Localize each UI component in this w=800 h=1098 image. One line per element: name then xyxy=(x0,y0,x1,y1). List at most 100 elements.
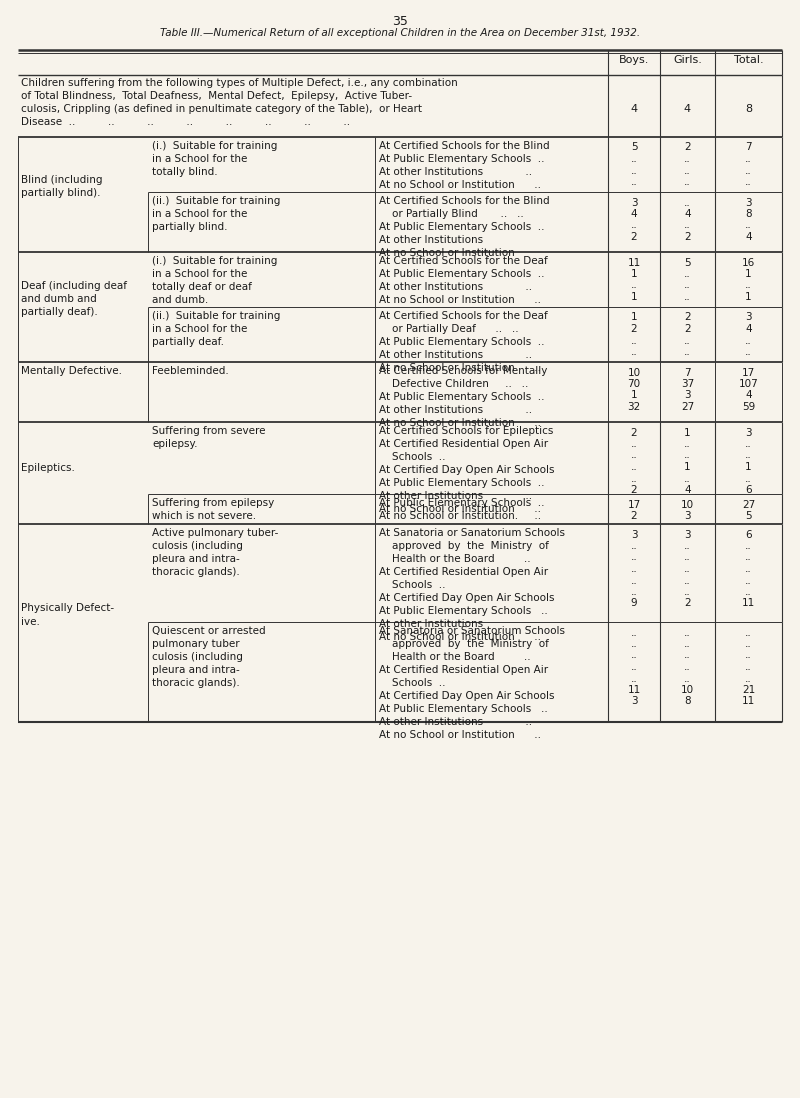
Text: At Certified Schools for the Blind
At Public Elementary Schools  ..
At other Ins: At Certified Schools for the Blind At Pu… xyxy=(379,141,550,190)
Text: ..: .. xyxy=(630,166,638,176)
Text: ..: .. xyxy=(745,541,752,551)
Text: Children suffering from the following types of Multiple Defect, ⁠⁠⁠⁠i.e., any co: Children suffering from the following ty… xyxy=(21,78,458,127)
Text: 8: 8 xyxy=(684,696,691,706)
Text: 4: 4 xyxy=(745,324,752,334)
Text: ..: .. xyxy=(745,347,752,357)
Text: 2: 2 xyxy=(630,511,638,520)
Text: (i.)  Suitable for training
in a School for the
totally blind.: (i.) Suitable for training in a School f… xyxy=(152,141,278,177)
Text: 10: 10 xyxy=(681,685,694,695)
Text: At Certified Schools for the Deaf
    or Partially Deaf      ..   ..
At Public E: At Certified Schools for the Deaf or Par… xyxy=(379,311,548,373)
Text: 3: 3 xyxy=(745,313,752,323)
Text: ..: .. xyxy=(745,450,752,460)
Text: At Sanatoria or Sanatorium Schools
    approved  by  the  Ministry  of
    Healt: At Sanatoria or Sanatorium Schools appro… xyxy=(379,626,565,740)
Text: 1: 1 xyxy=(630,269,638,279)
Text: 9: 9 xyxy=(630,598,638,608)
Text: 2: 2 xyxy=(684,143,691,153)
Text: ..: .. xyxy=(684,269,691,279)
Text: 11: 11 xyxy=(742,696,755,706)
Text: 21: 21 xyxy=(742,685,755,695)
Text: 7: 7 xyxy=(745,143,752,153)
Text: At Certified Schools for the Blind
    or Partially Blind       ..   ..
At Publi: At Certified Schools for the Blind or Pa… xyxy=(379,197,550,258)
Text: ..: .. xyxy=(684,575,691,585)
Text: 3: 3 xyxy=(684,529,691,539)
Text: ..: .. xyxy=(630,541,638,551)
Text: ..: .. xyxy=(684,650,691,661)
Text: 3: 3 xyxy=(630,529,638,539)
Text: 11: 11 xyxy=(627,685,641,695)
Text: 8: 8 xyxy=(745,104,752,114)
Text: 1: 1 xyxy=(745,462,752,472)
Text: Epileptics.: Epileptics. xyxy=(21,463,75,473)
Text: ..: .. xyxy=(745,564,752,574)
Text: ..: .. xyxy=(745,662,752,672)
Text: 1: 1 xyxy=(745,292,752,302)
Text: 2: 2 xyxy=(630,232,638,242)
Text: ..: .. xyxy=(630,462,638,472)
Text: 17: 17 xyxy=(627,500,641,509)
Text: ..: .. xyxy=(684,177,691,187)
Text: ..: .. xyxy=(745,336,752,346)
Text: ..: .. xyxy=(745,166,752,176)
Text: 4: 4 xyxy=(745,232,752,242)
Text: 59: 59 xyxy=(742,402,755,412)
Text: 1: 1 xyxy=(630,313,638,323)
Text: (ii.)  Suitable for training
in a School for the
partially deaf.: (ii.) Suitable for training in a School … xyxy=(152,311,280,347)
Text: At Public Elementary Schools  ..
At no School or Institution.     ..: At Public Elementary Schools .. At no Sc… xyxy=(379,498,545,522)
Text: ..: .. xyxy=(745,221,752,231)
Text: 2: 2 xyxy=(630,427,638,437)
Text: ..: .. xyxy=(684,198,691,208)
Text: ..: .. xyxy=(630,473,638,483)
Text: 3: 3 xyxy=(745,427,752,437)
Text: ..: .. xyxy=(745,575,752,585)
Text: ..: .. xyxy=(745,587,752,597)
Text: ..: .. xyxy=(745,154,752,164)
Text: ..: .. xyxy=(684,154,691,164)
Text: 5: 5 xyxy=(745,511,752,520)
Text: Table III.—Numerical Return of all exceptional Children in the Area on December : Table III.—Numerical Return of all excep… xyxy=(160,29,640,38)
Text: ..: .. xyxy=(684,673,691,683)
Text: ..: .. xyxy=(684,336,691,346)
Text: Feebleminded.: Feebleminded. xyxy=(152,366,229,376)
Text: ..: .. xyxy=(630,154,638,164)
Text: Total.: Total. xyxy=(734,55,763,65)
Text: ..: .. xyxy=(630,662,638,672)
Text: 2: 2 xyxy=(684,324,691,334)
Text: ..: .. xyxy=(630,177,638,187)
Text: 6: 6 xyxy=(745,529,752,539)
Text: ..: .. xyxy=(630,587,638,597)
Text: (i.)  Suitable for training
in a School for the
totally deaf or deaf
and dumb.: (i.) Suitable for training in a School f… xyxy=(152,256,278,305)
Text: Quiescent or arrested
pulmonary tuber
culosis (including
pleura and intra-
thora: Quiescent or arrested pulmonary tuber cu… xyxy=(152,626,266,688)
Text: 16: 16 xyxy=(742,258,755,268)
Text: 3: 3 xyxy=(684,511,691,520)
Text: ..: .. xyxy=(630,650,638,661)
Text: ..: .. xyxy=(684,541,691,551)
Text: ..: .. xyxy=(630,552,638,562)
Text: ..: .. xyxy=(684,221,691,231)
Text: 6: 6 xyxy=(745,485,752,495)
Text: ..: .. xyxy=(630,639,638,649)
Text: 3: 3 xyxy=(684,391,691,401)
Text: 2: 2 xyxy=(684,232,691,242)
Text: Suffering from severe
epilepsy.: Suffering from severe epilepsy. xyxy=(152,426,266,449)
Text: Blind (including
partially blind).: Blind (including partially blind). xyxy=(21,175,102,198)
Text: 4: 4 xyxy=(630,209,638,219)
Text: ..: .. xyxy=(684,347,691,357)
Text: ..: .. xyxy=(745,177,752,187)
Text: ..: .. xyxy=(630,450,638,460)
Text: ..: .. xyxy=(745,650,752,661)
Text: 5: 5 xyxy=(684,258,691,268)
Text: ..: .. xyxy=(684,450,691,460)
Text: ..: .. xyxy=(745,673,752,683)
Text: 107: 107 xyxy=(738,379,758,389)
Text: ..: .. xyxy=(684,552,691,562)
Text: 1: 1 xyxy=(630,292,638,302)
Text: 1: 1 xyxy=(630,391,638,401)
Text: ..: .. xyxy=(630,221,638,231)
Text: ..: .. xyxy=(630,336,638,346)
Text: Physically Defect-
ive.: Physically Defect- ive. xyxy=(21,604,114,627)
Text: 5: 5 xyxy=(630,143,638,153)
Text: ..: .. xyxy=(684,439,691,449)
Text: ..: .. xyxy=(684,280,691,291)
Text: 11: 11 xyxy=(742,598,755,608)
Text: ..: .. xyxy=(684,587,691,597)
